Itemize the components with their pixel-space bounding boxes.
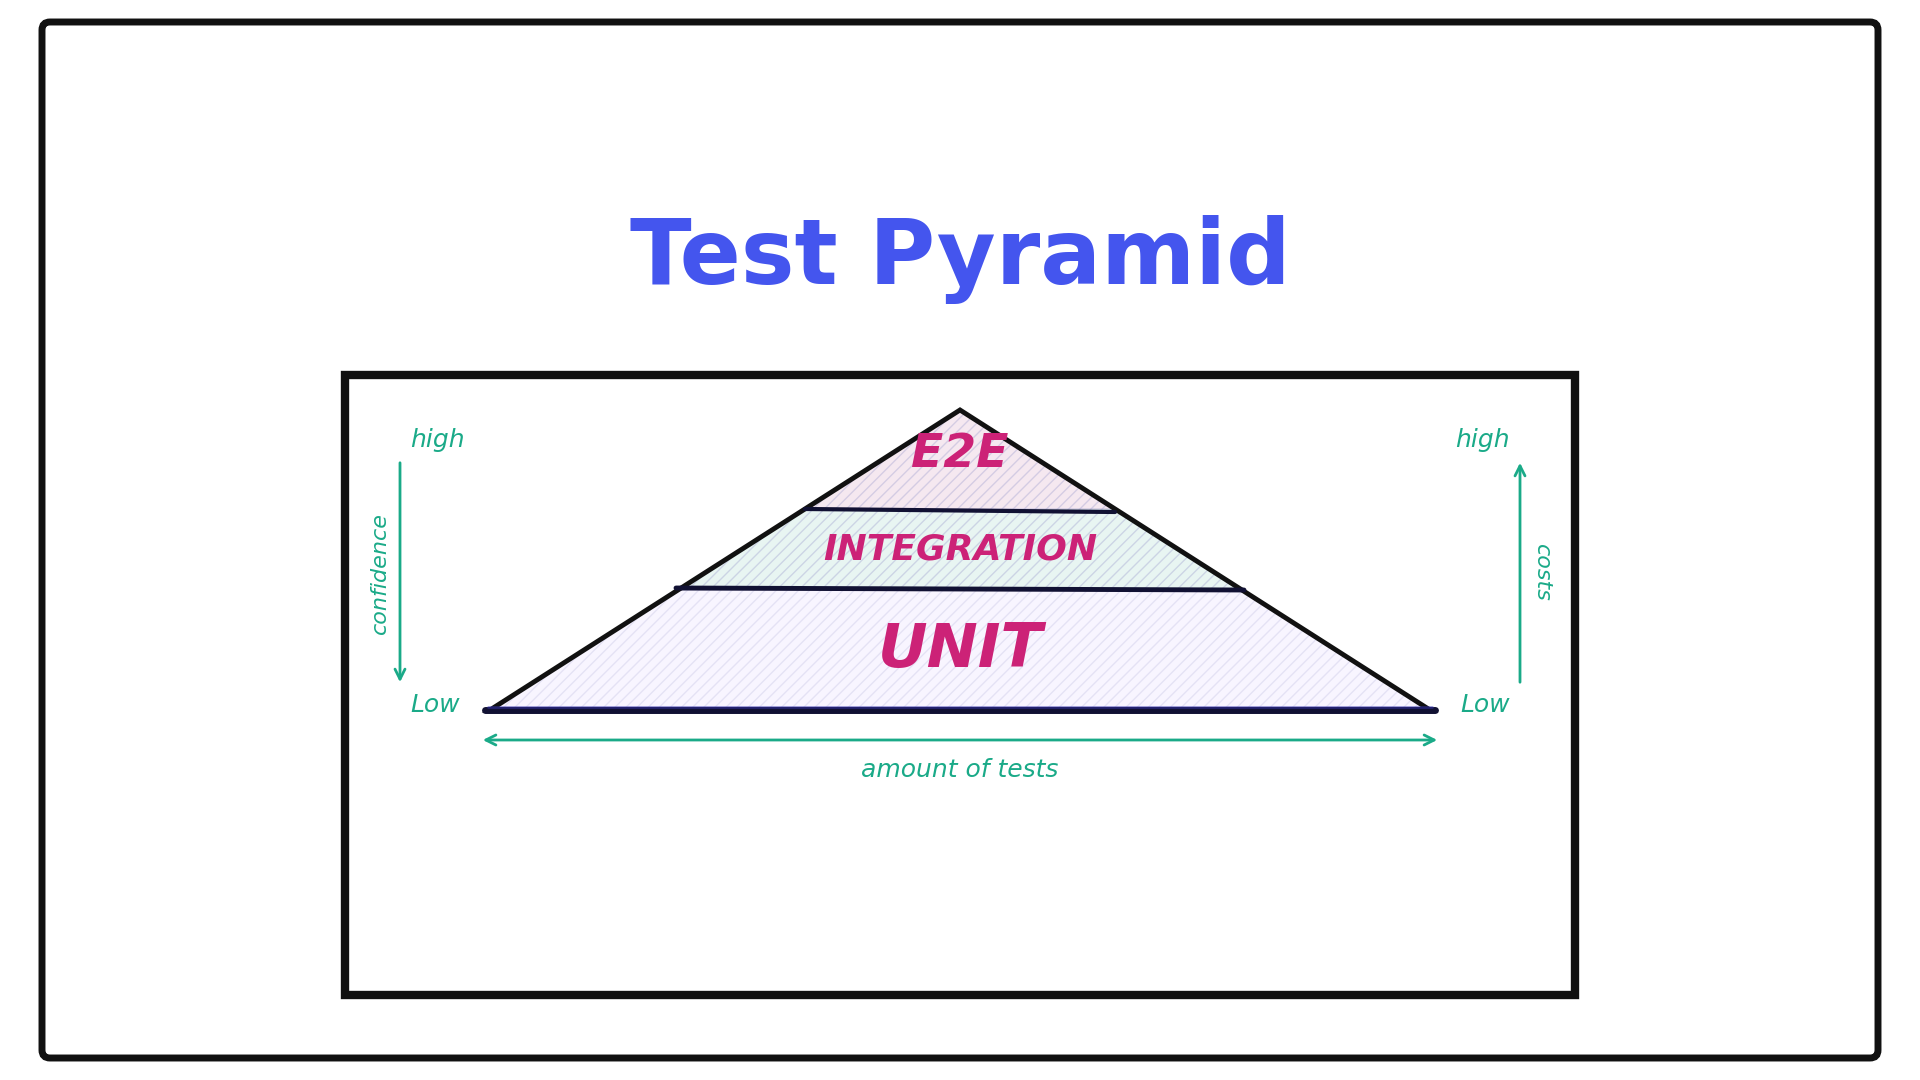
Polygon shape [678,509,1242,590]
Text: costs: costs [1532,543,1551,602]
Text: confidence: confidence [371,512,390,634]
Text: Low: Low [1461,693,1509,717]
FancyBboxPatch shape [42,22,1878,1058]
Polygon shape [804,410,1116,509]
Text: UNIT: UNIT [877,621,1043,679]
Text: Low: Low [411,693,459,717]
Bar [346,375,1574,995]
Text: E2E: E2E [912,432,1008,477]
Text: Test Pyramid: Test Pyramid [630,216,1290,305]
Text: INTEGRATION: INTEGRATION [824,532,1096,567]
Text: amount of tests: amount of tests [862,758,1058,782]
Text: high: high [411,428,465,453]
Text: high: high [1455,428,1509,453]
Polygon shape [490,590,1430,710]
